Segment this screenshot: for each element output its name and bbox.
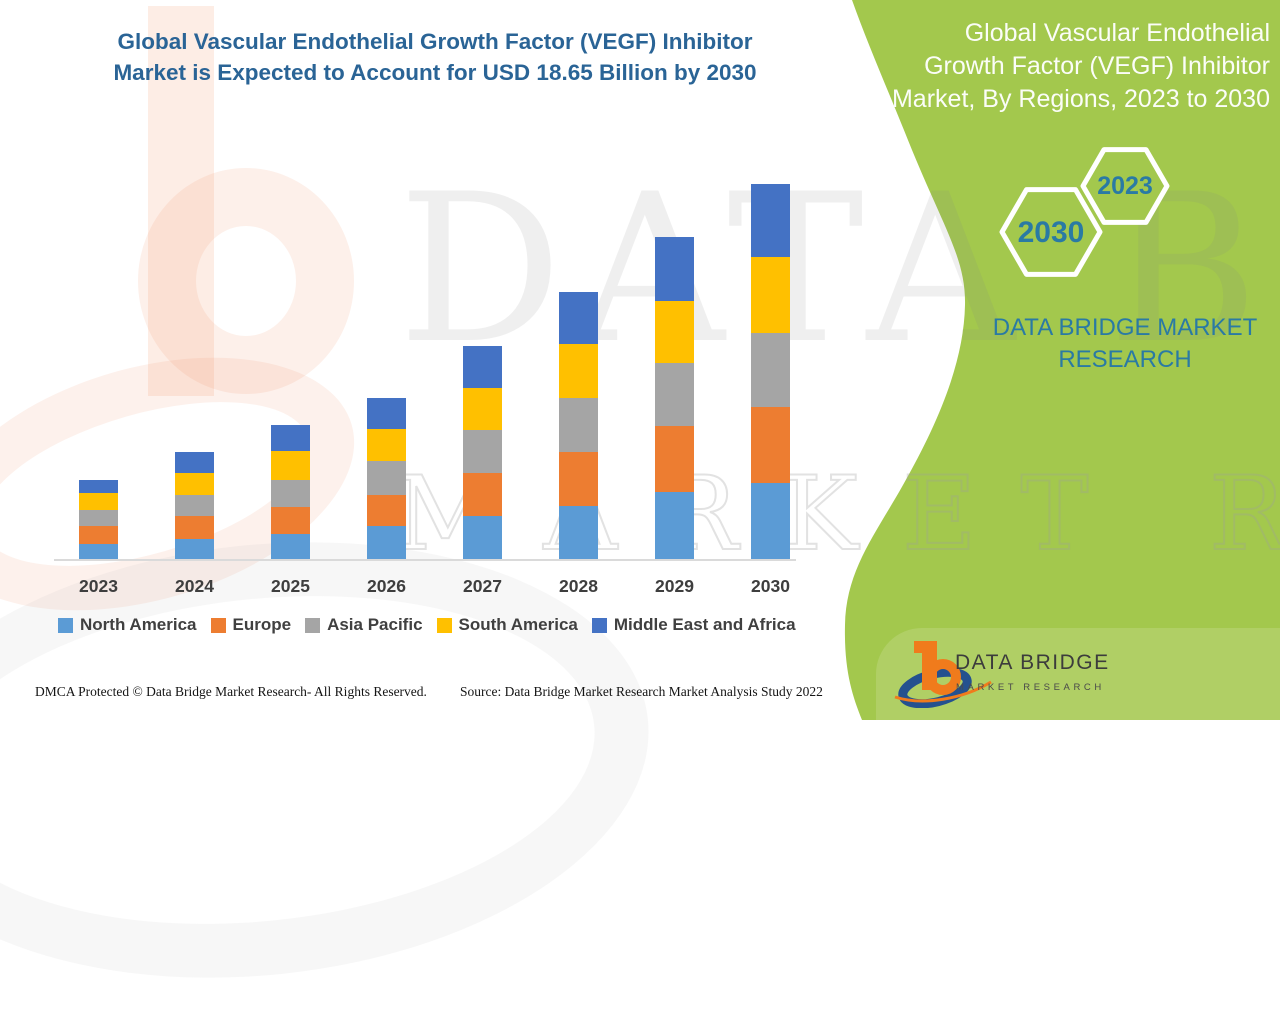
legend-marker-icon (210, 617, 226, 633)
legend-label: North America (80, 615, 197, 634)
bar-segment-middle-east-and-africa-2027 (463, 346, 502, 389)
x-axis-label-2026: 2026 (367, 576, 406, 596)
brand-text-line2: RESEARCH (1058, 346, 1192, 373)
bar-segment-asia-pacific-2030 (751, 332, 790, 408)
green-swoosh-shape (844, 0, 1280, 720)
brand-text-line1: DATA BRIDGE MARKET (992, 314, 1258, 341)
side-panel-heading-line1: Global Vascular Endothelial (964, 19, 1270, 47)
bar-segment-europe-2027 (463, 473, 502, 516)
x-axis-label-2028: 2028 (559, 576, 598, 596)
bar-segment-south-america-2026 (367, 429, 406, 461)
bar-segment-europe-2024 (175, 516, 214, 539)
bar-segment-south-america-2027 (463, 388, 502, 431)
bar-segment-asia-pacific-2023 (79, 510, 118, 527)
legend-label: Europe (232, 615, 292, 634)
legend-marker-icon (305, 617, 321, 633)
legend-label: South America (458, 615, 578, 634)
x-axis-label-2029: 2029 (655, 576, 694, 596)
x-axis-label-2024: 2024 (175, 576, 214, 596)
bar-segment-middle-east-and-africa-2030 (751, 184, 790, 258)
chart-legend: North America Europe Asia Pacific South Ame… (58, 615, 796, 635)
bar-segment-europe-2026 (367, 494, 406, 526)
page-title: Global Vascular Endothelial Growth Facto… (70, 26, 800, 88)
side-panel-heading-line2: Growth Factor (VEGF) Inhibitor (924, 52, 1270, 80)
legend-item-north-america: North America (58, 615, 197, 635)
bar-segment-asia-pacific-2028 (559, 398, 598, 452)
bar-segment-middle-east-and-africa-2029 (655, 237, 694, 301)
legend-marker-icon (58, 617, 73, 633)
page-title-line2: Market is Expected to Account for USD 18… (113, 60, 757, 85)
brand-text-block: DATA BRIDGE MARKET RESEARCH (980, 312, 1270, 376)
legend-item-asia-pacific: Asia Pacific (305, 615, 423, 635)
logo-b-notch (914, 641, 923, 653)
data-bridge-logo: DATA BRIDGE MARKET RESEARCH (894, 641, 1110, 708)
bar-segment-south-america-2025 (271, 451, 310, 480)
bar-segment-asia-pacific-2026 (367, 460, 406, 495)
x-axis-label-2030: 2030 (751, 576, 790, 596)
bar-segment-middle-east-and-africa-2028 (559, 291, 598, 344)
bar-segment-north-america-2026 (367, 525, 406, 559)
bar-segment-asia-pacific-2024 (175, 495, 214, 517)
bar-segment-north-america-2025 (271, 533, 310, 559)
bar-segment-middle-east-and-africa-2025 (271, 425, 310, 452)
legend-marker-icon (436, 617, 452, 633)
hexagon-year-2030: 2030 (1017, 216, 1085, 249)
bar-segment-north-america-2023 (79, 543, 118, 559)
side-panel-background (844, 0, 1280, 720)
side-panel-heading: Global Vascular Endothelial Growth Facto… (870, 17, 1270, 116)
bar-segment-south-america-2030 (751, 257, 790, 333)
legend-label: Middle East and Africa (613, 615, 796, 634)
hexagon-year-2023: 2023 (1097, 172, 1153, 200)
hexagon-badges (999, 147, 1170, 277)
stacked-bar-chart: 2023 2024 2025 2026 2027 2028 2029 2030 (79, 184, 790, 596)
bar-segment-north-america-2028 (559, 505, 598, 559)
bar-segment-asia-pacific-2025 (271, 479, 310, 508)
x-axis-label-2023: 2023 (79, 576, 118, 596)
bar-segment-middle-east-and-africa-2024 (175, 452, 214, 473)
page-title-line1: Global Vascular Endothelial Growth Facto… (117, 29, 753, 54)
footer-dmca-text: DMCA Protected © Data Bridge Market Rese… (35, 684, 427, 699)
bar-segment-south-america-2028 (559, 343, 598, 399)
bar-segment-europe-2023 (79, 526, 118, 544)
legend-item-south-america: South America (436, 615, 578, 635)
footer-source-text: Source: Data Bridge Market Research Mark… (460, 684, 823, 699)
bar-segment-middle-east-and-africa-2023 (79, 479, 118, 494)
bar-segment-south-america-2023 (79, 493, 118, 511)
bar-segment-europe-2030 (751, 407, 790, 483)
logo-title-text: DATA BRIDGE (955, 651, 1110, 674)
bar-segment-north-america-2027 (463, 515, 502, 559)
bar-segment-europe-2028 (559, 451, 598, 506)
bar-segment-europe-2025 (271, 507, 310, 534)
bar-segment-europe-2029 (655, 426, 694, 493)
legend-label: Asia Pacific (327, 615, 423, 634)
logo-b-bowl (925, 659, 961, 695)
bar-segment-middle-east-and-africa-2026 (367, 398, 406, 430)
x-axis-label-2027: 2027 (463, 576, 502, 596)
legend-item-middle-east-and-africa: Middle East and Africa (591, 615, 796, 635)
hexagon-2030 (999, 187, 1103, 277)
bar-segment-south-america-2029 (655, 300, 694, 364)
side-panel-heading-line3: Market, By Regions, 2023 to 2030 (891, 85, 1270, 113)
legend-marker-icon (591, 617, 607, 633)
logo-orange-swoosh (894, 680, 992, 703)
legend-item-europe: Europe (210, 615, 292, 635)
bar-segment-south-america-2024 (175, 472, 214, 496)
bar-segment-north-america-2030 (751, 482, 790, 559)
bar-segment-north-america-2029 (655, 492, 694, 559)
logo-subtitle-text: MARKET RESEARCH (956, 682, 1105, 693)
x-axis-label-2025: 2025 (271, 576, 310, 596)
x-axis-line (54, 559, 796, 561)
bar-segment-asia-pacific-2029 (655, 363, 694, 427)
bar-segment-north-america-2024 (175, 538, 214, 559)
hexagon-2023 (1080, 147, 1170, 225)
bar-segment-asia-pacific-2027 (463, 430, 502, 474)
